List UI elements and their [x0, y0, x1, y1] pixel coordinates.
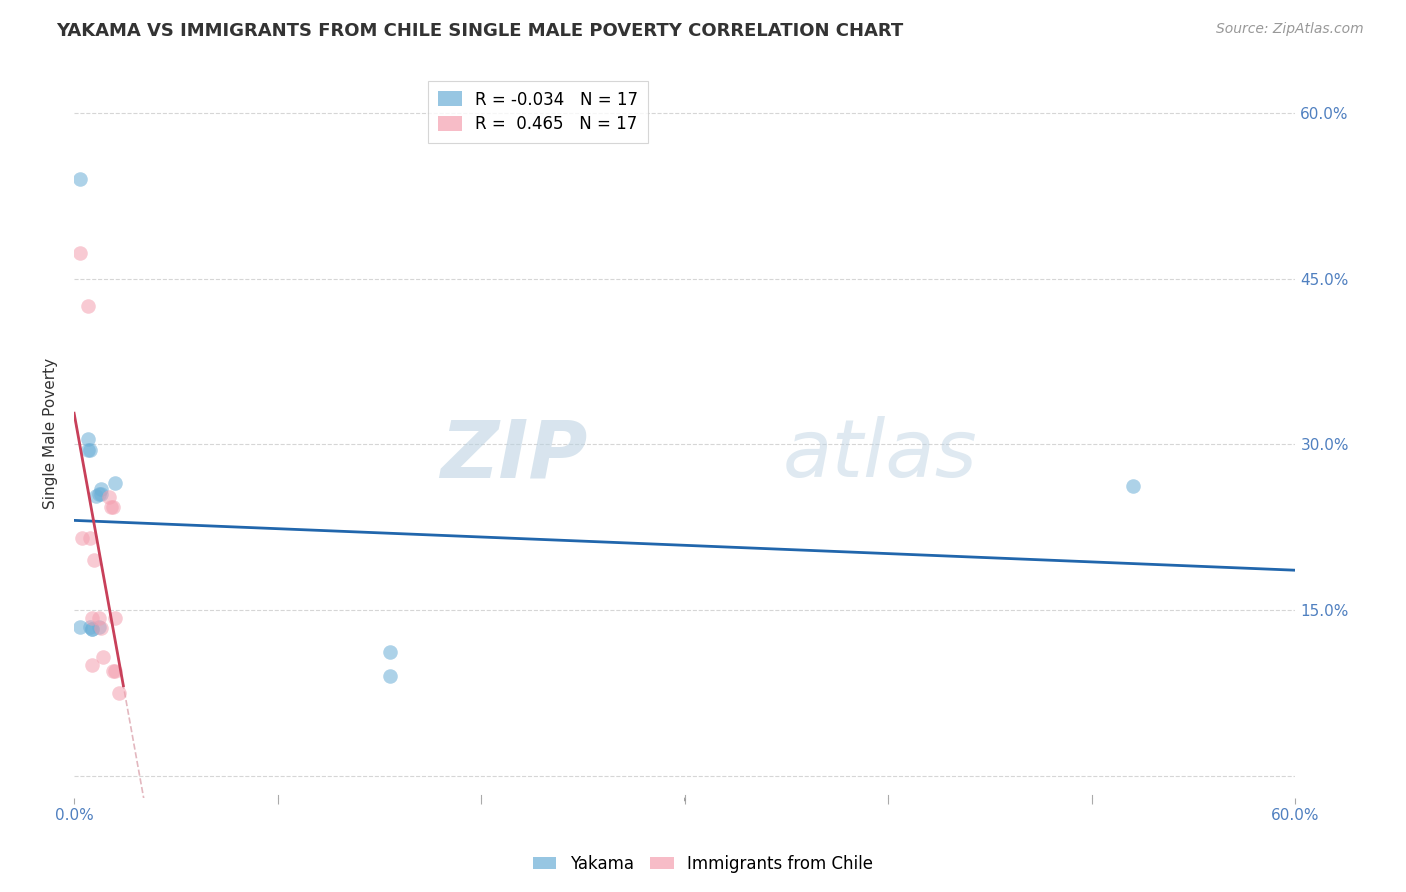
Point — [100, 500, 122, 515]
Point — [82, 658, 104, 673]
Point — [69, 172, 91, 186]
Point — [104, 611, 127, 625]
Y-axis label: Single Male Poverty: Single Male Poverty — [44, 358, 58, 508]
Point — [77, 299, 100, 313]
Point — [90, 487, 112, 501]
Point — [77, 442, 100, 457]
Point — [77, 432, 100, 446]
Point — [91, 649, 114, 664]
Point — [101, 500, 124, 515]
Legend: R = -0.034   N = 17, R =  0.465   N = 17: R = -0.034 N = 17, R = 0.465 N = 17 — [429, 80, 648, 144]
Text: ZIP: ZIP — [440, 417, 588, 494]
Point — [79, 620, 101, 634]
Point — [70, 531, 93, 545]
Point — [69, 246, 91, 260]
Point — [101, 664, 124, 678]
Text: atlas: atlas — [783, 417, 977, 494]
Point — [83, 553, 105, 567]
Point — [108, 686, 131, 700]
Point — [97, 491, 120, 505]
Point — [87, 487, 110, 501]
Point — [90, 621, 112, 635]
Point — [82, 611, 104, 625]
Point — [90, 482, 112, 496]
Point — [82, 622, 104, 636]
Point — [87, 611, 110, 625]
Legend: Yakama, Immigrants from Chile: Yakama, Immigrants from Chile — [526, 848, 880, 880]
Point — [104, 476, 127, 491]
Point — [79, 442, 101, 457]
Point — [82, 622, 104, 636]
Point — [79, 531, 101, 545]
Point — [69, 620, 91, 634]
Text: YAKAMA VS IMMIGRANTS FROM CHILE SINGLE MALE POVERTY CORRELATION CHART: YAKAMA VS IMMIGRANTS FROM CHILE SINGLE M… — [56, 22, 904, 40]
Text: Source: ZipAtlas.com: Source: ZipAtlas.com — [1216, 22, 1364, 37]
Point — [87, 620, 110, 634]
Point — [104, 664, 127, 678]
Point — [378, 669, 401, 683]
Point — [1122, 479, 1144, 493]
Point — [86, 489, 108, 503]
Point — [378, 645, 401, 659]
